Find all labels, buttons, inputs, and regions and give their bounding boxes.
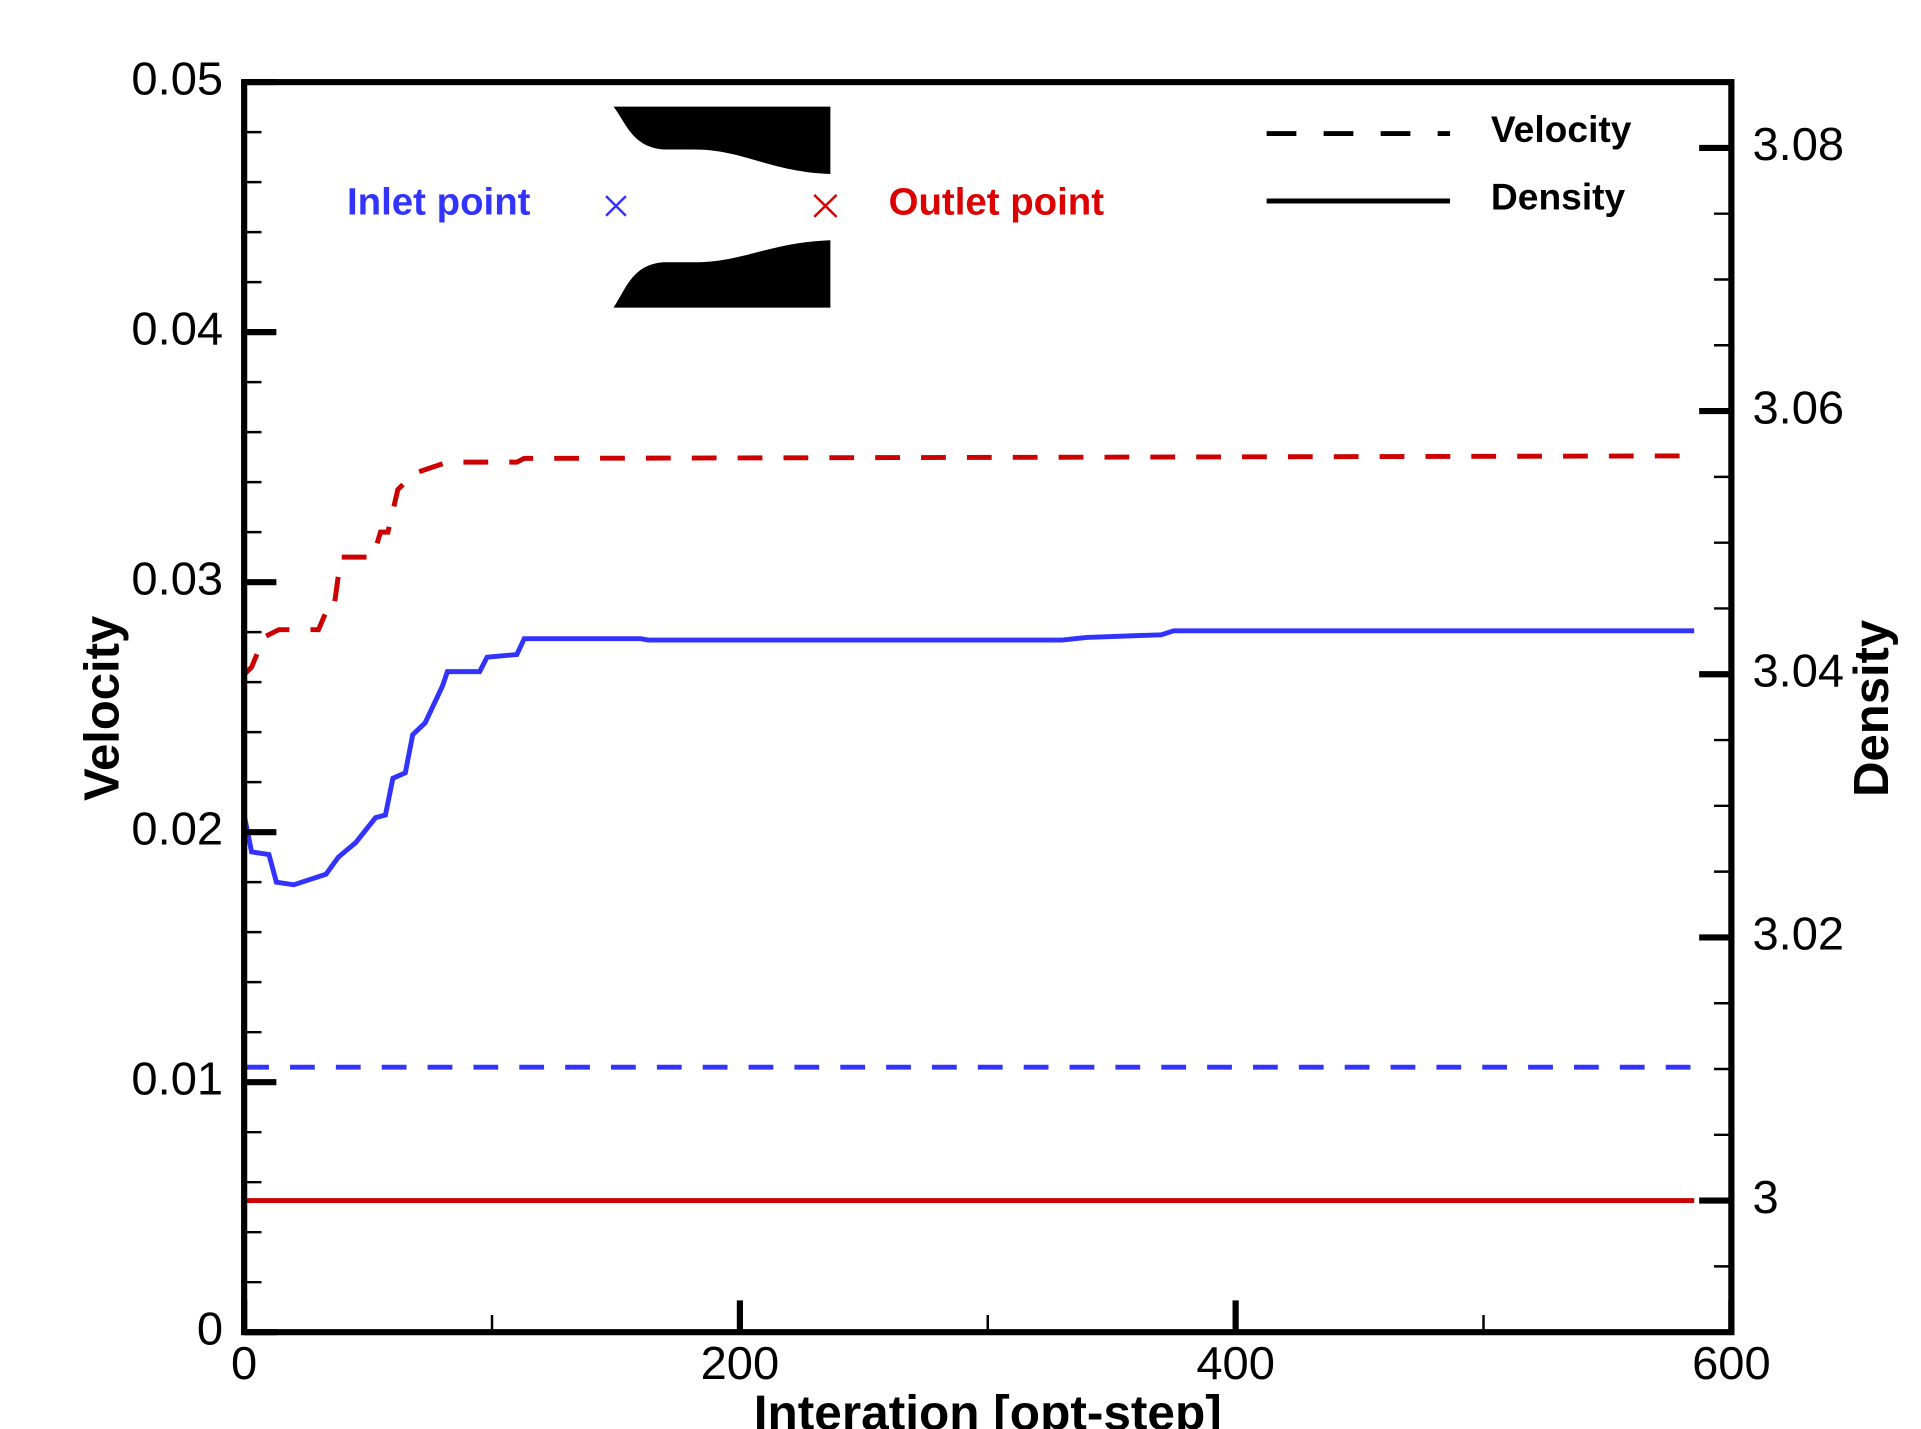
- x-tick-label: 200: [701, 1337, 780, 1389]
- data-line: [241, 628, 1695, 888]
- inlet-marker: [605, 195, 627, 217]
- y-tick-label: 0.05: [131, 53, 223, 105]
- x-tick-label: 0: [231, 1337, 257, 1389]
- y2-axis-title: Density: [1844, 619, 1899, 797]
- y2-tick-label: 3.06: [1752, 382, 1844, 434]
- data-line: [242, 453, 1695, 677]
- x-tick-label: 400: [1196, 1337, 1275, 1389]
- y-tick-label: 0: [197, 1303, 223, 1355]
- x-tick-label: 600: [1692, 1337, 1771, 1389]
- y2-tick-label: 3.08: [1752, 118, 1844, 170]
- y-tick-label: 0.01: [131, 1053, 223, 1105]
- outlet-label: Outlet point: [889, 181, 1105, 224]
- legend-label: Velocity: [1491, 109, 1632, 150]
- y2-tick-label: 3.04: [1752, 645, 1844, 697]
- y-tick-label: 0.04: [131, 303, 223, 355]
- y2-tick-label: 3.02: [1752, 908, 1844, 960]
- legend-label: Density: [1491, 177, 1626, 218]
- nozzle-wall-bottom: [613, 240, 831, 308]
- y-tick-label: 0.02: [131, 803, 223, 855]
- nozzle-wall-top: [613, 106, 831, 175]
- x-axis-title: Interation [opt-step]: [754, 1386, 1222, 1429]
- y-tick-label: 0.03: [131, 553, 223, 605]
- outlet-marker: [813, 193, 838, 218]
- y-axis-title: Velocity: [74, 615, 129, 801]
- y2-tick-label: 3: [1752, 1171, 1778, 1223]
- inlet-label: Inlet point: [347, 181, 531, 224]
